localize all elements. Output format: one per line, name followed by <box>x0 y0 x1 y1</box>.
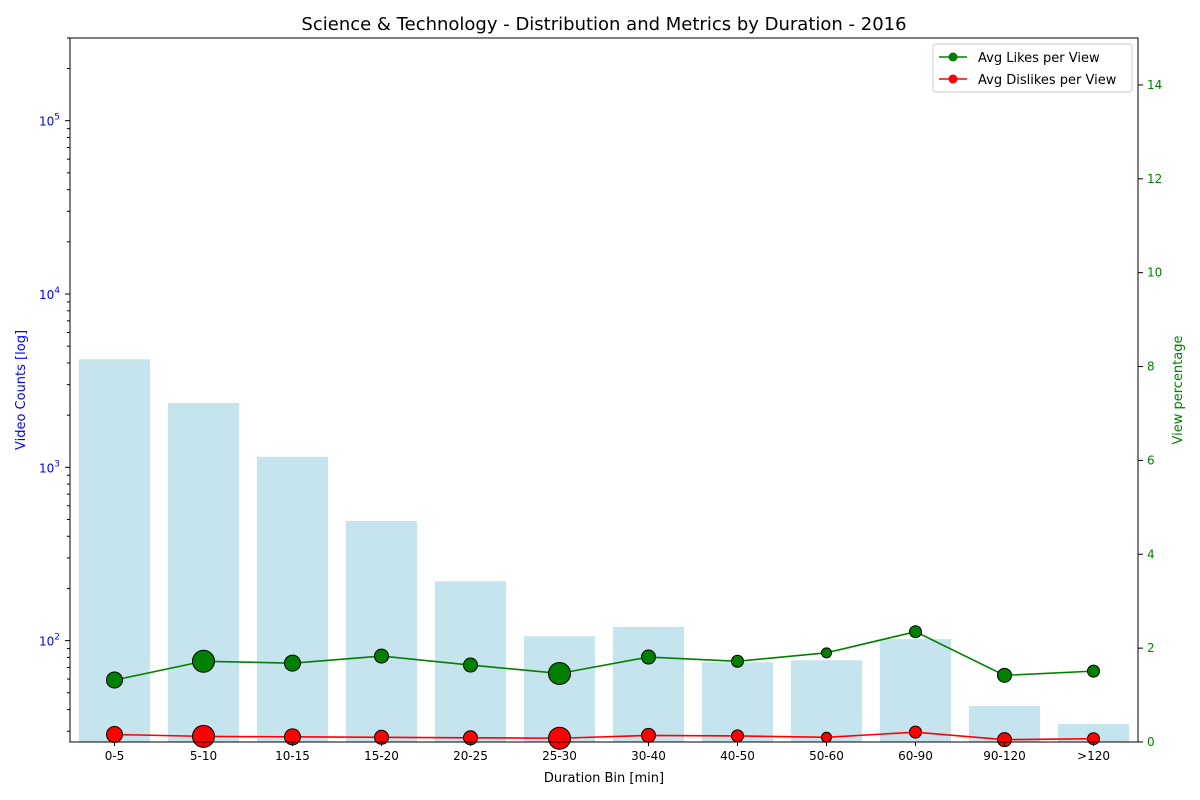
right-tick-label-4: 8 <box>1147 360 1155 374</box>
point-0-0 <box>106 671 123 689</box>
y-axis-label-left: Video Counts [log] <box>14 330 29 450</box>
point-0-9 <box>909 625 922 639</box>
x-tick-label-3: 15-20 <box>364 749 399 763</box>
point-0-11 <box>1087 664 1100 678</box>
point-0-3 <box>374 648 389 664</box>
point-1-10 <box>997 732 1012 748</box>
bar-9 <box>879 639 952 742</box>
right-tick-label-5: 10 <box>1147 266 1162 280</box>
series-line-1 <box>114 731 1094 741</box>
right-tick-label-1: 2 <box>1147 641 1155 655</box>
point-0-1 <box>192 649 215 673</box>
x-tick-label-7: 40-50 <box>720 749 755 763</box>
bar-2 <box>256 456 329 742</box>
right-tick-label-2: 4 <box>1147 547 1155 561</box>
point-1-5 <box>548 726 571 750</box>
point-1-7 <box>731 729 744 743</box>
legend-likes-marker <box>948 52 958 62</box>
point-0-10 <box>997 667 1012 683</box>
x-tick-label-5: 25-30 <box>542 749 577 763</box>
point-0-4 <box>463 657 478 673</box>
bar-3 <box>345 520 418 742</box>
left-tick-label-1: 103 <box>39 459 60 475</box>
y-axis-label-right: View percentage <box>1171 336 1186 445</box>
legend: Avg Likes per View Avg Dislikes per View <box>932 43 1133 93</box>
right-tick-label-6: 12 <box>1147 172 1162 186</box>
point-1-8 <box>821 731 832 743</box>
right-tick-label-0: 0 <box>1147 735 1155 749</box>
bar-group <box>78 359 1130 742</box>
point-1-0 <box>106 725 123 743</box>
point-1-6 <box>641 727 656 743</box>
x-tick-label-4: 20-25 <box>453 749 488 763</box>
x-tick-label-0: 0-5 <box>105 749 125 763</box>
point-1-9 <box>909 725 922 739</box>
left-tick-label-3: 105 <box>39 113 60 129</box>
left-tick-label-2: 104 <box>39 286 60 302</box>
x-axis-label: Duration Bin [min] <box>544 771 664 786</box>
legend-dislikes-marker <box>948 74 958 84</box>
point-0-7 <box>731 654 744 668</box>
bar-6 <box>612 626 685 742</box>
point-0-6 <box>641 649 656 665</box>
line-group <box>106 625 1100 750</box>
bar-5 <box>523 636 596 742</box>
legend-frame <box>932 43 1133 93</box>
legend-dislikes-label: Avg Dislikes per View <box>978 73 1117 88</box>
legend-likes-label: Avg Likes per View <box>978 51 1100 66</box>
chart-title: Science & Technology - Distribution and … <box>301 14 906 35</box>
series-line-0 <box>114 630 1094 681</box>
x-tick-label-1: 5-10 <box>190 749 217 763</box>
bar-7 <box>701 662 774 742</box>
point-0-8 <box>821 647 832 659</box>
left-tick-label-0: 102 <box>39 633 60 649</box>
plot-frame <box>69 37 1139 743</box>
point-0-5 <box>548 661 571 685</box>
x-tick-label-6: 30-40 <box>631 749 666 763</box>
x-tick-label-2: 10-15 <box>275 749 310 763</box>
bar-8 <box>790 660 863 742</box>
x-tick-label-9: 60-90 <box>898 749 933 763</box>
right-tick-label-3: 6 <box>1147 453 1155 467</box>
x-tick-label-11: >120 <box>1077 749 1110 763</box>
bar-1 <box>167 402 240 742</box>
right-tick-label-7: 14 <box>1147 78 1162 92</box>
x-tick-label-10: 90-120 <box>983 749 1026 763</box>
x-tick-label-8: 50-60 <box>809 749 844 763</box>
point-0-2 <box>284 654 301 672</box>
axes-group: 0-5 5-10 10-15 15-20 20-25 25-30 30-40 40-50 50-… <box>39 37 1162 763</box>
